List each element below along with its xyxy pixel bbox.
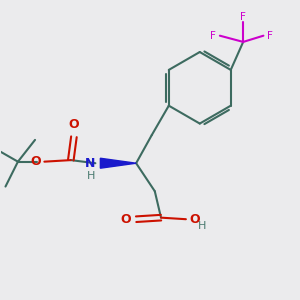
Text: O: O xyxy=(30,155,40,168)
Text: F: F xyxy=(240,12,246,22)
Text: O: O xyxy=(190,213,200,226)
Text: O: O xyxy=(121,213,131,226)
Text: H: H xyxy=(198,221,206,231)
Text: O: O xyxy=(69,118,79,131)
Polygon shape xyxy=(100,158,136,168)
Text: N: N xyxy=(84,157,95,170)
Text: H: H xyxy=(86,171,95,181)
Text: F: F xyxy=(210,31,216,41)
Text: F: F xyxy=(267,31,273,41)
